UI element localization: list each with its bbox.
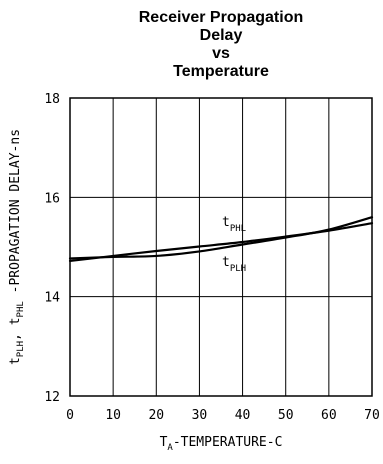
x-tick-label: 40 <box>235 408 251 423</box>
y-tick-labels: 12 14 16 18 <box>44 92 60 405</box>
x-tick-labels: 0 10 20 30 40 50 60 70 <box>66 408 380 423</box>
grid <box>69 97 373 397</box>
x-tick-label: 60 <box>321 408 337 423</box>
y-axis-label: tPLH, tPHL -PROPAGATION DELAY-ns <box>8 129 26 365</box>
chart-title-line: Delay <box>200 27 243 44</box>
x-tick-label: 70 <box>364 408 380 423</box>
chart-title-line: Receiver Propagation <box>139 9 304 26</box>
series-lines <box>68 216 374 263</box>
series-labels: tPHL tPLH <box>222 215 246 274</box>
x-tick-label: 30 <box>192 408 208 423</box>
series-label-tPHL: tPHL <box>222 215 246 234</box>
chart-title-line: Temperature <box>173 63 269 80</box>
x-tick-label: 50 <box>278 408 294 423</box>
x-tick-label: 0 <box>66 408 74 423</box>
chart-title-line: vs <box>212 45 230 62</box>
y-tick-label: 12 <box>44 390 60 405</box>
x-tick-label: 10 <box>105 408 121 423</box>
x-tick-label: 20 <box>148 408 164 423</box>
y-tick-label: 16 <box>44 191 60 206</box>
series-line-tPHL <box>68 222 374 263</box>
plot-frame <box>69 97 373 397</box>
y-tick-label: 18 <box>44 92 60 107</box>
y-tick-label: 14 <box>44 291 60 306</box>
series-line-tPLH <box>68 216 374 260</box>
series-label-tPLH: tPLH <box>222 255 246 274</box>
x-axis-label: TA-TEMPERATURE-C <box>160 435 283 453</box>
